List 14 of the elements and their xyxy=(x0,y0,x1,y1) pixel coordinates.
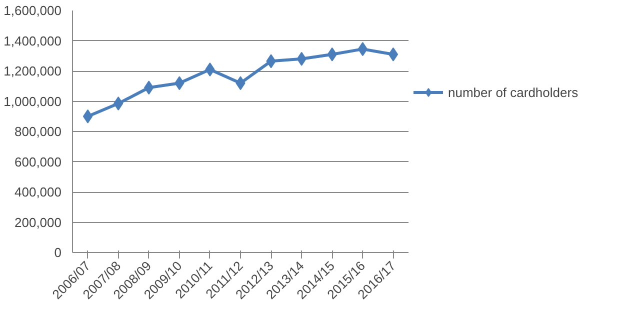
y-tick-label: 600,000 xyxy=(14,154,62,170)
point xyxy=(113,96,124,111)
y-tick-label: 1,600,000 xyxy=(4,3,62,18)
y-tick-label: 800,000 xyxy=(14,124,62,139)
y-tick-label: 0 xyxy=(54,245,62,260)
y-tick-label: 200,000 xyxy=(14,214,62,230)
point xyxy=(388,47,398,62)
legend-label: number of cardholders xyxy=(448,84,578,100)
y-tick-label: 1,200,000 xyxy=(4,64,62,78)
point xyxy=(82,109,93,124)
point xyxy=(358,42,368,56)
y-tick-label: 400,000 xyxy=(14,184,62,200)
y-tick-label: 1,000,000 xyxy=(4,94,62,109)
y-tick-label: 1,400,000 xyxy=(4,33,62,48)
